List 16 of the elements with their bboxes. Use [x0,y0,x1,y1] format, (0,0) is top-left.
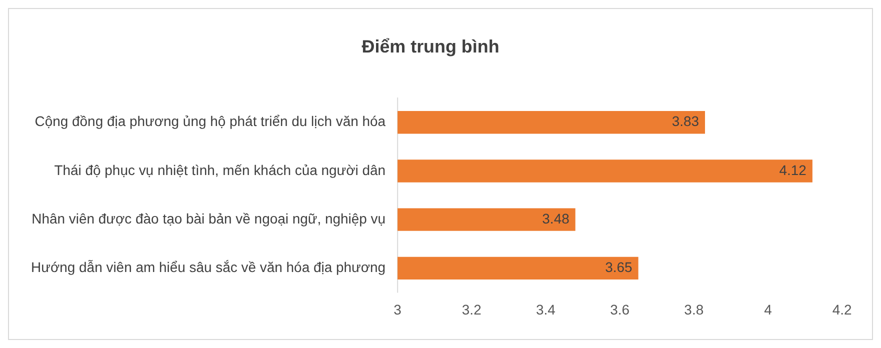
data-label: 3.48 [542,210,570,226]
y-tick-label: Nhân viên được đào tạo bài bản về ngoại ngữ, nghiệp vụ [32,210,386,226]
x-tick-label: 3.4 [536,302,556,318]
x-tick-label: 3 [394,302,402,318]
data-label: 3.83 [672,113,700,130]
x-tick-label: 3.6 [610,302,630,318]
y-tick-label: Thái độ phục vụ nhiệt tình, mến khách của người dân [54,162,386,178]
data-label: 3.65 [605,259,633,276]
x-tick-label: 3.2 [462,302,482,318]
x-tick-label: 4.2 [832,302,852,318]
x-tick-label: 4 [764,302,772,318]
x-tick-label: 3.8 [684,302,704,318]
data-label: 4.12 [779,162,807,178]
chart-title: Điểm trung bình [362,36,500,56]
y-tick-label: Hướng dẫn viên am hiểu sâu sắc về văn hóa địa phương [31,259,386,276]
y-tick-label: Cộng đồng địa phương ủng hộ phát triển du lịch văn hóa [34,113,386,130]
